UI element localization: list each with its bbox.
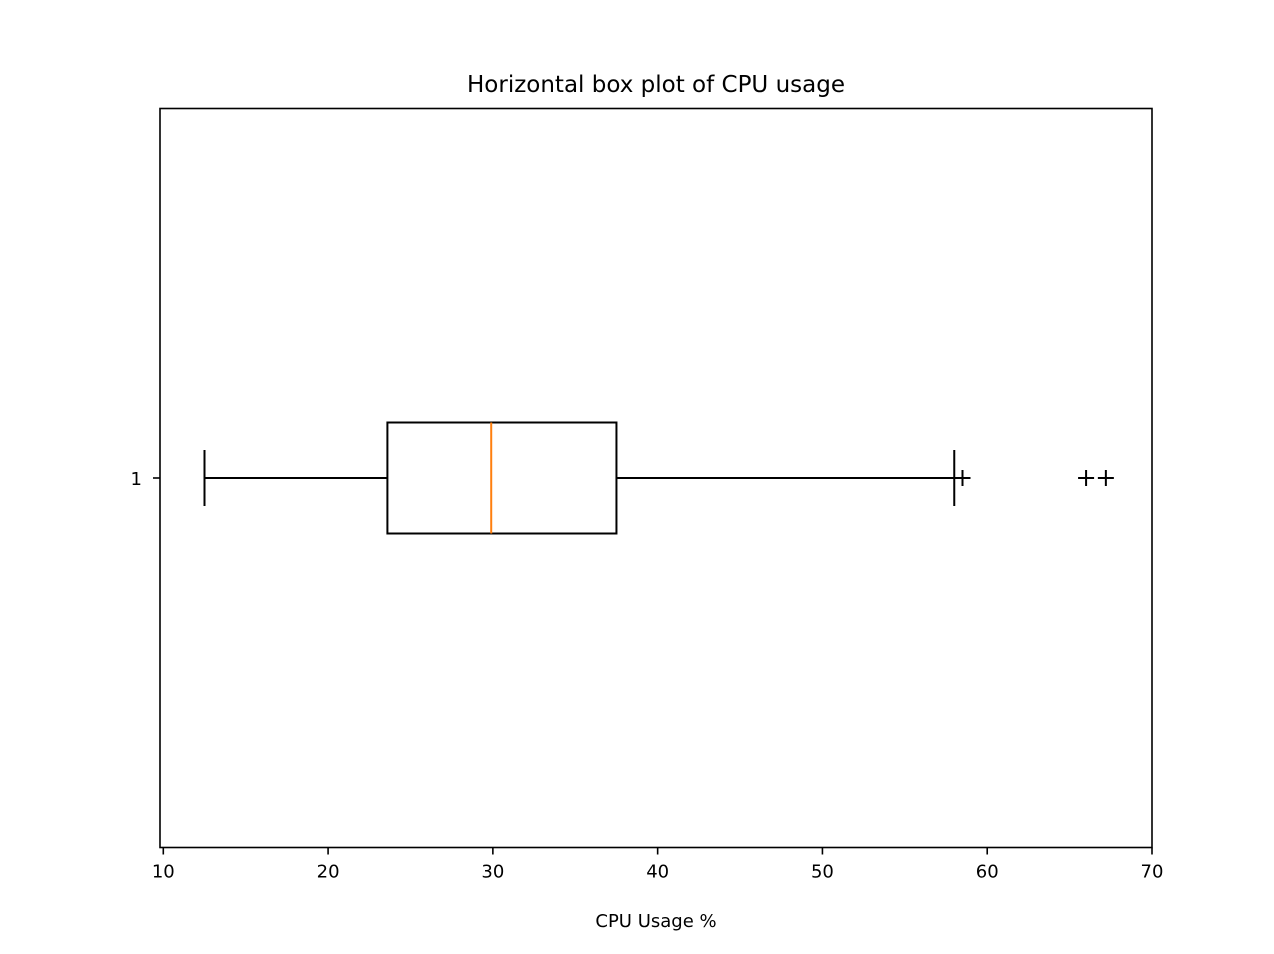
chart-title: Horizontal box plot of CPU usage: [467, 72, 845, 98]
x-tick-label: 70: [1141, 862, 1164, 883]
y-tick-label: 1: [131, 469, 142, 490]
x-tick-label: 50: [811, 862, 834, 883]
box-group: [203, 421, 1114, 535]
x-axis: 10 20 30 40 50 60 70: [152, 847, 1164, 883]
x-tick-label: 20: [317, 862, 340, 883]
y-axis: 1: [131, 469, 160, 490]
x-tick-label: 60: [976, 862, 999, 883]
outlier-marker: [954, 470, 971, 486]
x-tick-label: 30: [481, 862, 504, 883]
iqr-box: [386, 421, 618, 535]
outlier-marker: [1097, 470, 1114, 486]
x-axis-label: CPU Usage %: [595, 911, 716, 932]
outlier-marker: [1078, 470, 1095, 486]
x-tick-label: 10: [152, 862, 175, 883]
x-tick-label: 40: [646, 862, 669, 883]
